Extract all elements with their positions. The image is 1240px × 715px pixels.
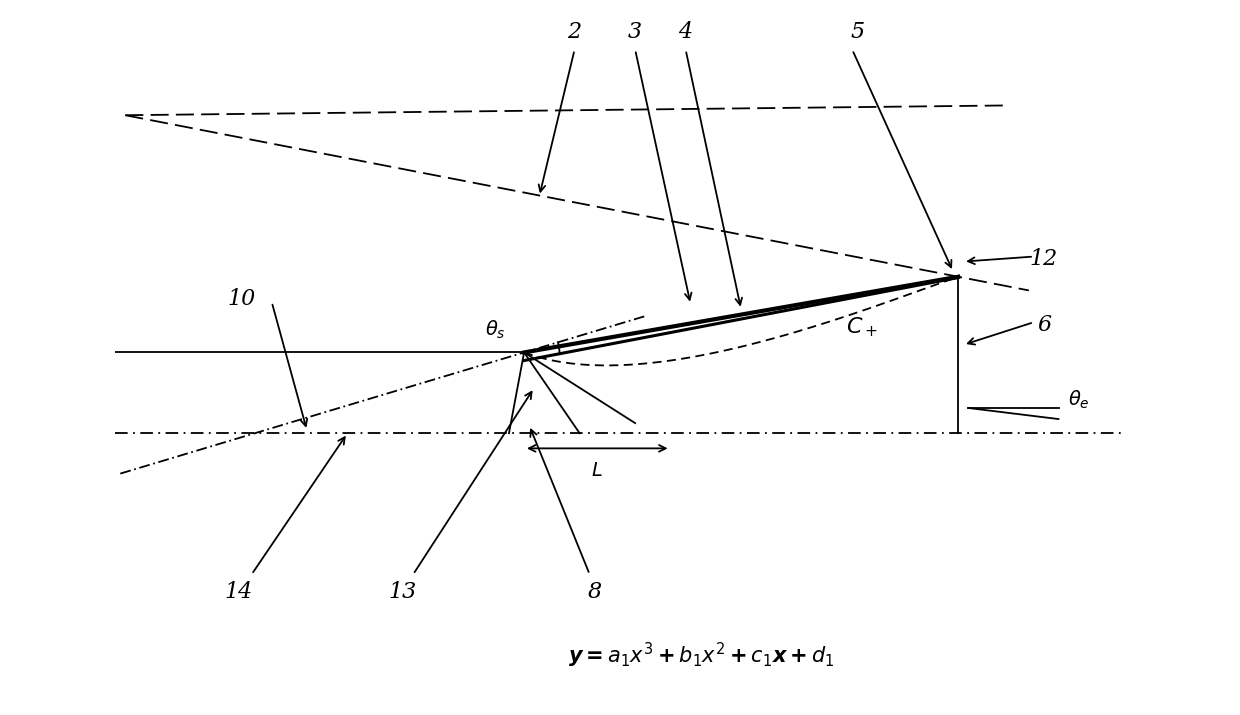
Text: 13: 13 <box>389 581 417 603</box>
Text: 5: 5 <box>851 21 864 44</box>
Text: 2: 2 <box>568 21 582 44</box>
Text: 8: 8 <box>588 581 601 603</box>
Text: $C_+$: $C_+$ <box>847 315 878 339</box>
Text: $\theta_s$: $\theta_s$ <box>485 319 506 341</box>
Text: 6: 6 <box>1037 314 1052 336</box>
Text: 14: 14 <box>224 581 253 603</box>
Text: 10: 10 <box>227 288 255 310</box>
Text: $\theta_e$: $\theta_e$ <box>1069 389 1090 411</box>
Text: 12: 12 <box>1030 247 1058 270</box>
Text: $L$: $L$ <box>591 462 603 480</box>
Text: 3: 3 <box>629 21 642 44</box>
Text: 4: 4 <box>678 21 693 44</box>
Text: $\boldsymbol{y=a_1x^3+b_1x^2+c_1x+d_1}$: $\boldsymbol{y=a_1x^3+b_1x^2+c_1x+d_1}$ <box>568 641 835 670</box>
